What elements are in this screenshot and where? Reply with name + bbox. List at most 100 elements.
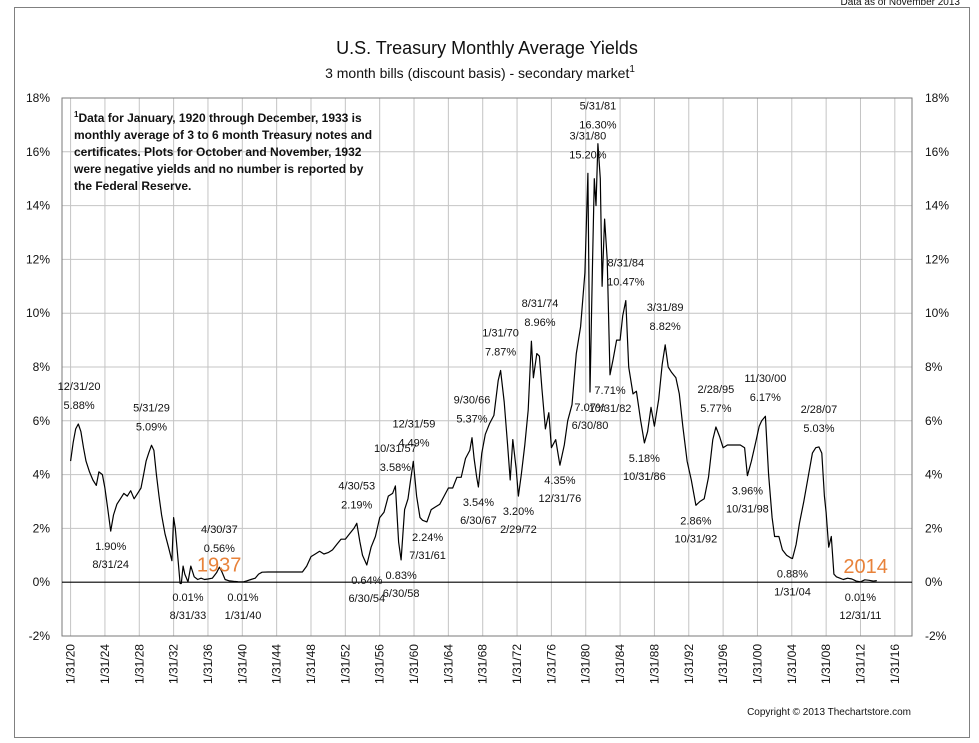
footnote-line-text: Data for January, 1920 through December,… — [78, 111, 362, 125]
x-tick-label: 1/31/64 — [441, 644, 455, 684]
y-tick-label-right: 18% — [925, 91, 949, 105]
annotation-value: 8.82% — [650, 321, 681, 333]
annotation-date: 5/31/29 — [133, 402, 170, 414]
y-tick-label-right: 4% — [925, 468, 943, 482]
annotation-date: 11/30/00 — [744, 373, 786, 385]
annotation-value: 5.18% — [629, 453, 660, 465]
annotation-value: 16.30% — [579, 120, 617, 132]
annotation-date: 2/29/72 — [500, 524, 537, 536]
annotation-date: 2/28/07 — [801, 404, 838, 416]
annotation-value: 0.88% — [777, 569, 808, 581]
x-tick-label: 1/31/60 — [407, 644, 421, 684]
annotation-value: 2.19% — [341, 499, 372, 511]
annotation-value: 0.56% — [204, 543, 235, 555]
annotation-value: 6.17% — [750, 392, 781, 404]
x-tick-label: 1/31/84 — [613, 644, 627, 684]
x-tick-label: 1/31/92 — [682, 644, 696, 684]
annotation-value: 3.58% — [380, 462, 411, 474]
annotation-value: 3.96% — [732, 486, 763, 498]
footnote-line: certificates. Plots for October and Nove… — [74, 145, 362, 159]
y-tick-label-right: 14% — [925, 199, 949, 213]
chart-title: U.S. Treasury Monthly Average Yields — [336, 38, 638, 58]
annotation-value: 2.24% — [412, 532, 443, 544]
annotation-date: 3/31/80 — [570, 130, 607, 142]
footnote-line: were negative yields and no number is re… — [73, 162, 364, 176]
annotation-date: 6/30/54 — [348, 593, 385, 605]
annotation-value: 7.07% — [574, 402, 605, 414]
figure-frame — [14, 7, 970, 738]
y-tick-label-left: 0% — [33, 575, 51, 589]
annotation-value: 7.71% — [594, 385, 625, 397]
y-tick-label-right: 2% — [925, 521, 943, 535]
y-tick-label-left: 6% — [33, 414, 51, 428]
x-tick-label: 1/31/44 — [270, 644, 284, 684]
y-tick-label-left: 4% — [33, 468, 51, 482]
x-tick-label: 1/31/68 — [476, 644, 490, 684]
y-tick-label-left: 18% — [26, 91, 50, 105]
x-tick-label: 1/31/48 — [304, 644, 318, 684]
x-tick-label: 1/31/88 — [647, 644, 661, 684]
annotation-value: 0.01% — [227, 592, 258, 604]
y-tick-label-right: 10% — [925, 306, 949, 320]
annotation-date: 8/31/24 — [92, 559, 129, 571]
annotation-value: 1.90% — [95, 541, 126, 553]
y-tick-label-left: 10% — [26, 306, 50, 320]
y-tick-label-left: 16% — [26, 145, 50, 159]
chart-subtitle: 3 month bills (discount basis) - seconda… — [325, 64, 635, 81]
x-tick-label: 1/31/40 — [235, 644, 249, 684]
x-tick-label: 1/31/52 — [338, 644, 352, 684]
footnote-line: 1Data for January, 1920 through December… — [74, 110, 362, 125]
x-tick-label: 1/31/72 — [510, 644, 524, 684]
annotation-date: 1/31/70 — [482, 327, 519, 339]
annotations: 12/31/20 5.88% 5/31/29 5.09% 1.90% 8/31/24 0.0… — [58, 101, 888, 622]
chart-subtitle-text: 3 month bills (discount basis) - seconda… — [325, 65, 629, 81]
y-tick-label-left: 12% — [26, 252, 50, 266]
annotation-date: 3/31/89 — [647, 302, 684, 314]
annotation-date: 4/30/37 — [201, 524, 238, 536]
annotation-date: 6/30/67 — [460, 515, 497, 527]
footnote-line: the Federal Reserve. — [74, 179, 191, 193]
annotation-value: 4.49% — [398, 437, 429, 449]
annotation-date: 8/31/84 — [607, 258, 644, 270]
annotation-value: 5.09% — [136, 421, 167, 433]
y-tick-label-left: 2% — [33, 521, 51, 535]
y-tick-label-right: 12% — [925, 252, 949, 266]
annotation-date: 1/31/04 — [774, 587, 811, 599]
y-tick-label-left: -2% — [29, 629, 51, 643]
x-tick-label: 1/31/32 — [167, 644, 181, 684]
annotation-value: 2.86% — [680, 515, 711, 527]
annotation-date: 10/31/86 — [623, 471, 666, 483]
x-tick-label: 1/31/04 — [785, 644, 799, 684]
annotation-date: 7/31/61 — [409, 550, 446, 562]
annotation-value: 5.03% — [803, 423, 834, 435]
annotation-value: 8.96% — [524, 317, 555, 329]
x-tick-label: 1/31/12 — [853, 644, 867, 684]
annotation-date: 8/31/33 — [170, 610, 207, 622]
copyright-text: Copyright © 2013 Thechartstore.com — [747, 707, 911, 718]
annotation-value: 5.77% — [700, 403, 731, 415]
y-tick-label-right: -2% — [925, 629, 947, 643]
annotation-date: 9/30/66 — [454, 395, 491, 407]
x-tick-label: 1/31/28 — [132, 644, 146, 684]
series-line — [70, 143, 877, 585]
x-tick-label: 1/31/56 — [373, 644, 387, 684]
annotation-value: 10.47% — [607, 277, 645, 289]
plot-border — [61, 97, 913, 637]
y-tick-label-right: 16% — [925, 145, 949, 159]
series-layer — [70, 143, 877, 585]
x-tick-label: 1/31/24 — [98, 644, 112, 684]
highlight-year-label: 2014 — [843, 556, 888, 578]
x-tick-label: 1/31/76 — [544, 644, 558, 684]
x-tick-label: 1/31/16 — [888, 644, 902, 684]
annotation-value: 0.01% — [172, 592, 203, 604]
annotation-date: 12/31/20 — [58, 381, 101, 393]
annotation-value: 15.20% — [569, 149, 607, 161]
annotation-date: 12/31/11 — [839, 610, 881, 622]
footnote-sup: 1 — [74, 110, 79, 119]
annotation-value: 3.54% — [463, 497, 494, 509]
highlight-year-label: 1937 — [197, 554, 242, 576]
y-tick-label-left: 8% — [33, 360, 51, 374]
y-tick-label-right: 0% — [925, 575, 943, 589]
